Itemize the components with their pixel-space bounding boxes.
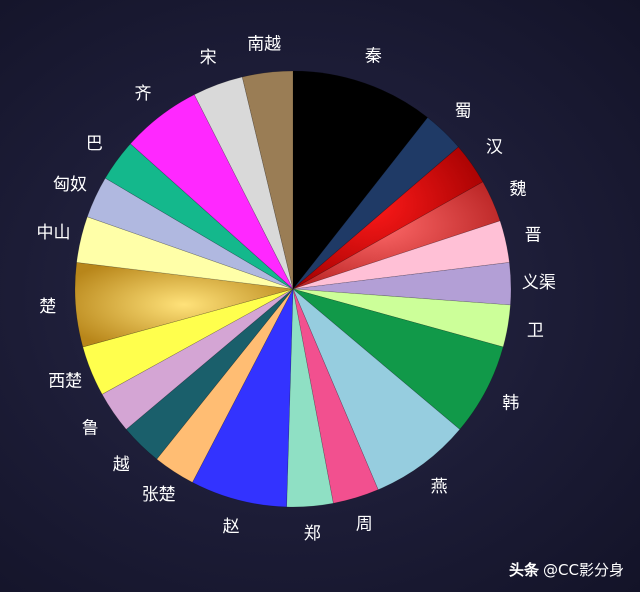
- pie-slice-21: [193, 76, 294, 290]
- slice-label-22: 南越: [247, 35, 281, 55]
- slice-label-4: 晋: [525, 225, 542, 245]
- slice-label-17: 中山: [37, 223, 71, 243]
- pie-slice-8: [292, 288, 461, 491]
- slice-label-3: 魏: [510, 180, 527, 200]
- slice-label-20: 齐: [135, 84, 152, 104]
- slice-label-11: 赵: [223, 517, 240, 537]
- slice-label-18: 匈奴: [53, 175, 87, 195]
- pie-slice-18: [86, 177, 294, 290]
- pie-slice-20: [129, 94, 294, 290]
- pie-slice-22: [241, 70, 294, 290]
- slice-label-10: 郑: [304, 524, 321, 544]
- slice-label-8: 燕: [431, 477, 448, 497]
- pie-slice-14: [101, 288, 294, 430]
- slice-label-15: 西楚: [48, 372, 82, 392]
- pie-slice-16: [74, 262, 294, 348]
- slice-label-2: 汉: [486, 138, 503, 158]
- slice-label-6: 卫: [527, 321, 544, 341]
- pie-slice-0: [292, 70, 429, 290]
- pie-slice-17: [76, 216, 294, 290]
- slice-label-9: 周: [356, 515, 373, 535]
- pie-slice-19: [104, 143, 294, 290]
- slice-label-0: 秦: [365, 47, 382, 67]
- pie-slice-15: [82, 288, 294, 395]
- watermark-brand: 头条: [509, 561, 540, 579]
- pie-slices: [74, 70, 512, 508]
- pie-slice-5: [292, 262, 512, 306]
- slice-label-1: 蜀: [455, 101, 472, 121]
- pie-slice-7: [292, 288, 504, 430]
- slice-label-12: 张楚: [142, 485, 176, 505]
- watermark: 头条 @CC影分身: [509, 559, 624, 580]
- slice-label-16: 楚: [39, 297, 56, 317]
- watermark-handle: @CC影分身: [543, 561, 624, 579]
- pie-slice-11: [192, 288, 294, 508]
- pie-slice-10: [286, 288, 334, 508]
- slice-label-14: 鲁: [82, 418, 99, 438]
- slice-label-7: 韩: [502, 394, 519, 414]
- slice-label-21: 宋: [200, 48, 217, 68]
- pie-slice-9: [292, 288, 379, 504]
- pie-slice-12: [156, 288, 294, 483]
- pie-slice-1: [292, 117, 459, 290]
- pie-slice-3: [292, 181, 501, 290]
- pie-slice-4: [292, 220, 510, 290]
- pie-slice-13: [125, 288, 294, 460]
- pie-slice-2: [292, 146, 484, 290]
- pie-slice-6: [292, 288, 511, 348]
- slice-label-5: 义渠: [522, 273, 556, 293]
- slice-label-13: 越: [113, 455, 130, 475]
- slice-label-19: 巴: [86, 134, 103, 154]
